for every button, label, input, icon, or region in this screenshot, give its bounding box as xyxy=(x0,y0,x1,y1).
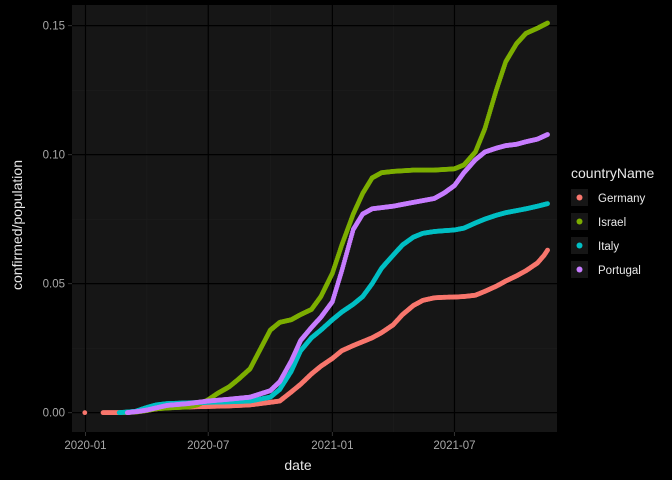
minor-gridlines xyxy=(72,5,557,432)
legend-label-portugal: Portugal xyxy=(598,265,641,277)
x-axis-title: date xyxy=(284,457,311,473)
legend-label-italy: Italy xyxy=(598,241,619,253)
x-tick-label: 2020-07 xyxy=(187,440,229,452)
legend-marker-germany xyxy=(576,194,583,201)
y-tick-label: 0.10 xyxy=(43,150,65,162)
legend-items: Germany Israel Italy Portugal xyxy=(571,189,646,278)
data-point-italy xyxy=(545,201,550,207)
x-tick-label: 2021-01 xyxy=(311,440,353,452)
legend-label-israel: Israel xyxy=(598,217,626,229)
data-points xyxy=(82,20,550,416)
y-axis-title: confirmed/population xyxy=(9,160,25,290)
x-tick-label: 2020-01 xyxy=(64,440,106,452)
data-point-portugal xyxy=(545,132,550,137)
y-tick-label: 0.00 xyxy=(43,408,65,420)
y-axis-ticks: 0.00 0.05 0.10 0.15 xyxy=(43,21,72,420)
legend-marker-israel xyxy=(576,218,583,225)
x-axis-ticks: 2020-01 2020-07 2021-01 2021-07 xyxy=(64,432,476,452)
series-italy xyxy=(116,201,550,416)
legend-label-germany: Germany xyxy=(598,193,646,205)
legend: countryName Germany Israel Italy Portugal xyxy=(571,165,654,278)
legend-marker-portugal xyxy=(576,266,583,273)
y-tick-label: 0.15 xyxy=(43,21,65,33)
y-tick-label: 0.05 xyxy=(43,279,65,291)
x-tick-label: 2021-07 xyxy=(433,440,475,452)
data-point-israel xyxy=(545,20,550,26)
series-portugal xyxy=(124,132,550,416)
plot-panel xyxy=(72,5,557,432)
data-point-germany xyxy=(545,247,550,253)
legend-title: countryName xyxy=(571,165,654,181)
data-point-germany xyxy=(82,410,88,416)
legend-marker-italy xyxy=(576,242,583,249)
